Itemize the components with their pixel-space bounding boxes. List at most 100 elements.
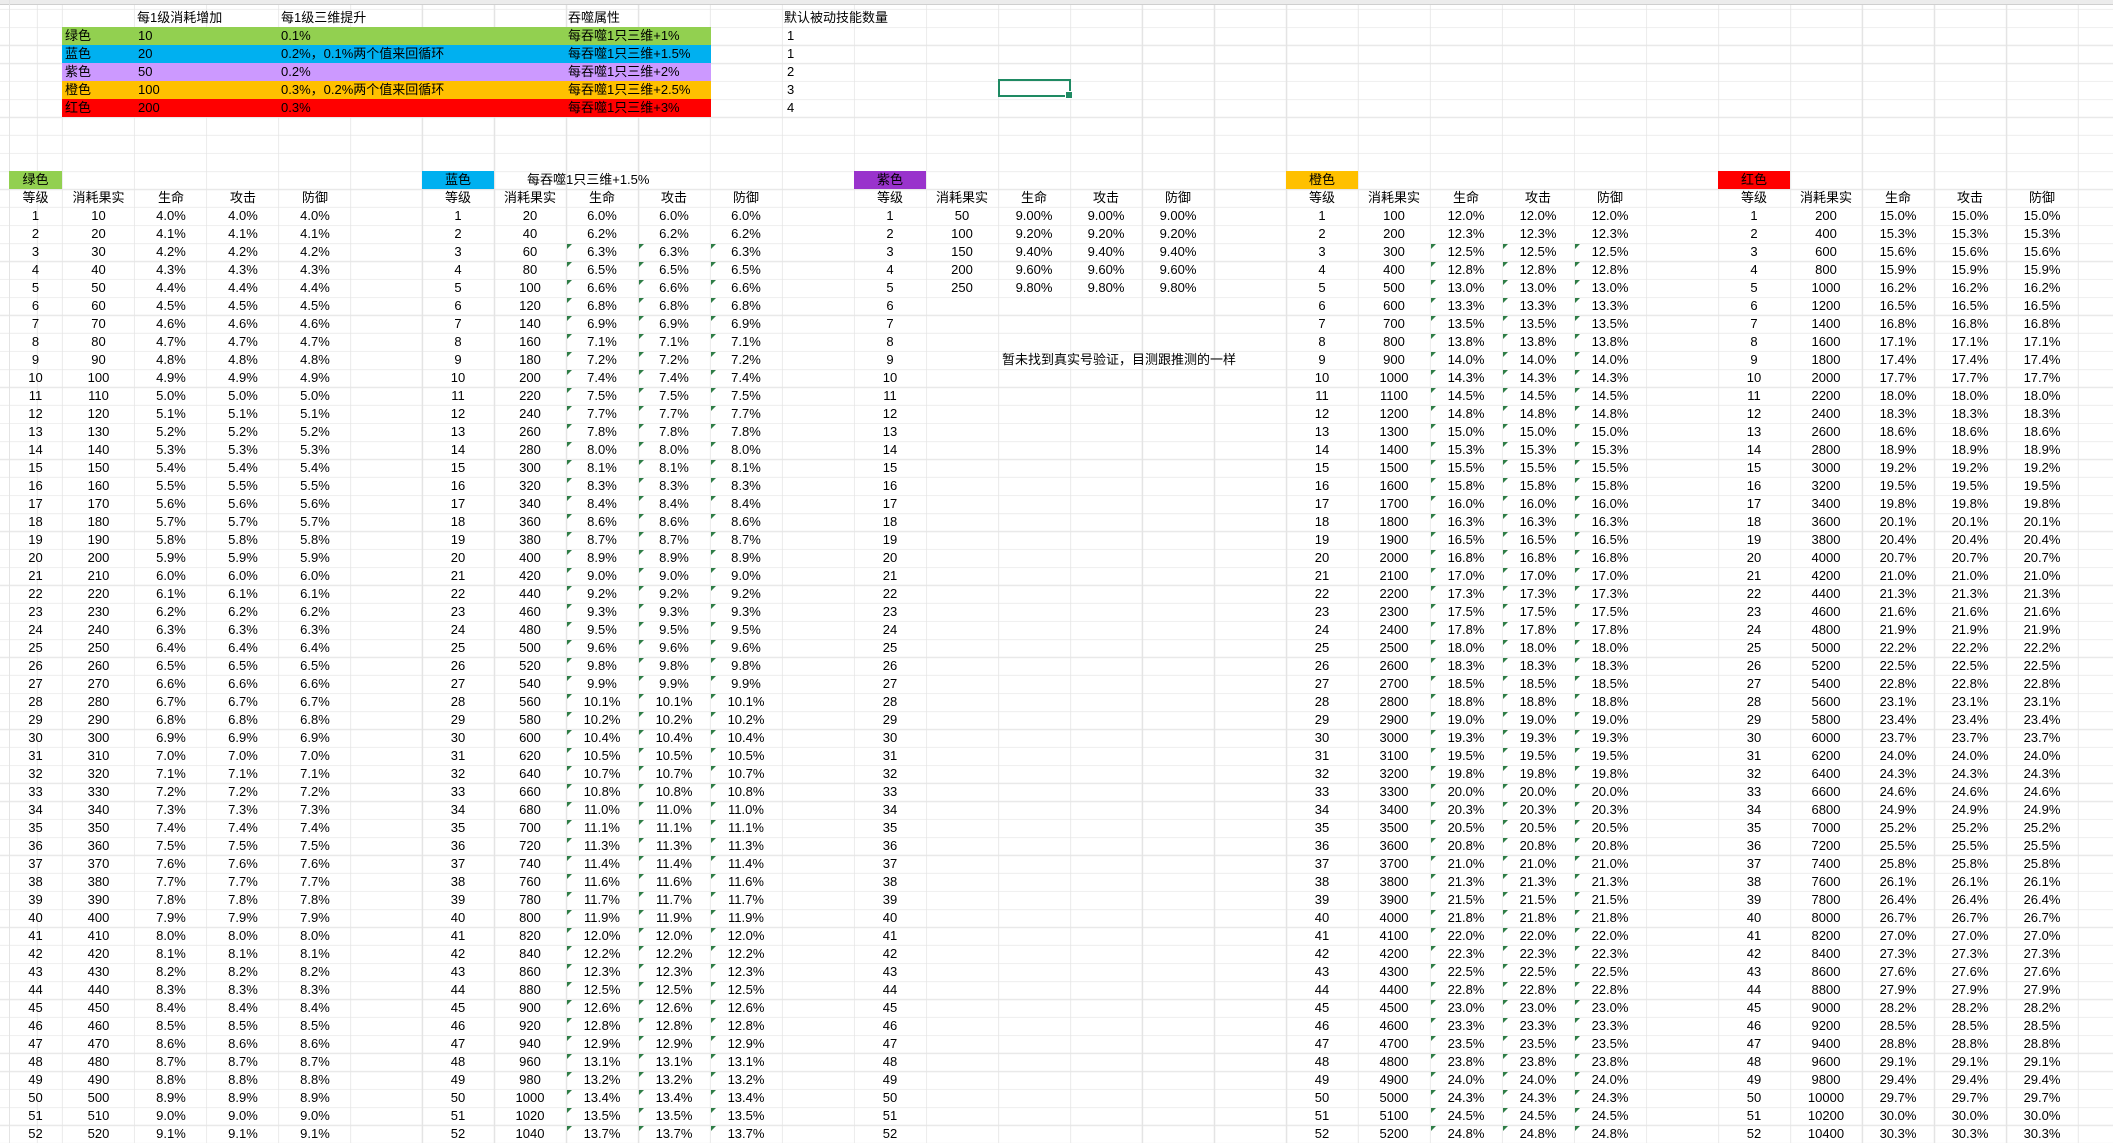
hp-cell[interactable]: 25.2% [1879,820,1917,835]
level-cell[interactable]: 2 [31,226,40,241]
level-cell[interactable]: 30 [28,730,43,745]
atk-cell[interactable]: 12.2% [655,946,693,961]
atk-cell[interactable]: 14.0% [1519,352,1557,367]
level-cell[interactable]: 1 [31,208,40,223]
def-cell[interactable]: 12.3% [727,964,765,979]
level-cell[interactable]: 51 [450,1108,466,1123]
tier-cost-cell[interactable]: 20 [138,46,153,61]
level-cell[interactable]: 25 [450,640,466,655]
level-cell[interactable]: 49 [450,1072,466,1087]
atk-cell[interactable]: 10.2% [655,712,693,727]
cost-cell[interactable]: 600 [1383,298,1405,313]
atk-cell[interactable]: 17.8% [1519,622,1557,637]
hp-cell[interactable]: 24.3% [1879,766,1917,781]
def-cell[interactable]: 13.8% [1591,334,1629,349]
hp-cell[interactable]: 24.6% [1879,784,1917,799]
hp-cell[interactable]: 16.3% [1447,514,1485,529]
hp-cell[interactable]: 17.1% [1879,334,1917,349]
level-cell[interactable]: 52 [28,1126,43,1141]
level-cell[interactable]: 40 [450,910,466,925]
level-cell[interactable]: 40 [1746,910,1762,925]
level-cell[interactable]: 31 [882,748,898,763]
level-cell[interactable]: 34 [1746,802,1762,817]
atk-cell[interactable]: 28.5% [1951,1018,1989,1033]
atk-cell[interactable]: 9.3% [659,604,689,619]
atk-cell[interactable]: 10.5% [655,748,693,763]
level-cell[interactable]: 40 [882,910,898,925]
tier-devour-cell[interactable]: 每吞噬1只三维+1.5% [568,46,691,61]
cost-cell[interactable]: 160 [87,478,110,493]
cost-cell[interactable]: 2400 [1811,406,1841,421]
level-cell[interactable]: 4 [1750,262,1758,277]
atk-cell[interactable]: 7.5% [659,388,689,403]
def-cell[interactable]: 20.7% [2023,550,2061,565]
hp-cell[interactable]: 7.8% [156,892,186,907]
atk-cell[interactable]: 12.3% [1519,226,1557,241]
hp-cell[interactable]: 25.8% [1879,856,1917,871]
atk-cell[interactable]: 17.0% [1519,568,1557,583]
def-cell[interactable]: 14.0% [1591,352,1629,367]
def-cell[interactable]: 28.2% [2023,1000,2061,1015]
def-cell[interactable]: 9.8% [731,658,761,673]
hp-cell[interactable]: 9.3% [587,604,617,619]
level-cell[interactable]: 14 [1314,442,1330,457]
atk-cell[interactable]: 8.3% [659,478,689,493]
atk-cell[interactable]: 5.4% [228,460,258,475]
level-cell[interactable]: 9 [1318,352,1326,367]
hp-cell[interactable]: 6.1% [156,586,186,601]
atk-cell[interactable]: 8.9% [659,550,689,565]
def-cell[interactable]: 27.3% [2023,946,2061,961]
level-cell[interactable]: 3 [1318,244,1326,259]
level-cell[interactable]: 7 [1750,316,1758,331]
hp-cell[interactable]: 20.5% [1447,820,1485,835]
level-cell[interactable]: 29 [882,712,898,727]
level-cell[interactable]: 50 [1314,1090,1330,1105]
cost-cell[interactable]: 210 [87,568,110,583]
def-cell[interactable]: 30.0% [2023,1108,2061,1123]
atk-cell[interactable]: 6.5% [228,658,258,673]
hp-cell[interactable]: 19.0% [1447,712,1485,727]
hp-cell[interactable]: 8.6% [156,1036,186,1051]
cost-cell[interactable]: 30 [91,244,106,259]
level-cell[interactable]: 44 [28,982,43,997]
level-cell[interactable]: 23 [28,604,43,619]
level-cell[interactable]: 13 [28,424,43,439]
hp-cell[interactable]: 8.9% [156,1090,186,1105]
level-cell[interactable]: 20 [882,550,898,565]
tier-name-cell[interactable]: 橙色 [65,82,92,97]
def-cell[interactable]: 4.1% [300,226,330,241]
cost-cell[interactable]: 130 [87,424,110,439]
hp-cell[interactable]: 24.0% [1447,1072,1485,1087]
atk-cell[interactable]: 16.3% [1519,514,1557,529]
def-cell[interactable]: 11.6% [728,874,764,889]
hp-cell[interactable]: 10.4% [583,730,621,745]
atk-cell[interactable]: 21.0% [1519,856,1557,871]
level-cell[interactable]: 16 [1746,478,1762,493]
hp-cell[interactable]: 12.2% [583,946,621,961]
hp-cell[interactable]: 4.3% [156,262,186,277]
column-header-cell[interactable]: 防御 [732,190,759,205]
cost-cell[interactable]: 8600 [1811,964,1841,979]
def-cell[interactable]: 24.5% [1591,1108,1629,1123]
tier-name-cell[interactable]: 红色 [65,100,92,115]
level-cell[interactable]: 5 [454,280,462,295]
level-cell[interactable]: 38 [450,874,466,889]
def-cell[interactable]: 12.8% [1591,262,1629,277]
def-cell[interactable]: 19.8% [2023,496,2061,511]
level-cell[interactable]: 32 [1746,766,1762,781]
cost-cell[interactable]: 9800 [1811,1072,1841,1087]
def-cell[interactable]: 24.6% [2023,784,2061,799]
def-cell[interactable]: 13.5% [1591,316,1629,331]
def-cell[interactable]: 24.0% [1591,1072,1629,1087]
hp-cell[interactable]: 12.8% [583,1018,621,1033]
atk-cell[interactable]: 11.4% [656,856,692,871]
level-cell[interactable]: 23 [450,604,466,619]
level-cell[interactable]: 15 [28,460,43,475]
def-cell[interactable]: 5.2% [300,424,330,439]
hp-cell[interactable]: 18.3% [1879,406,1917,421]
def-cell[interactable]: 12.5% [1591,244,1629,259]
atk-cell[interactable]: 19.5% [1951,478,1989,493]
column-header-cell[interactable]: 生命 [157,190,184,205]
hp-cell[interactable]: 23.8% [1447,1054,1485,1069]
atk-cell[interactable]: 11.3% [656,838,692,853]
